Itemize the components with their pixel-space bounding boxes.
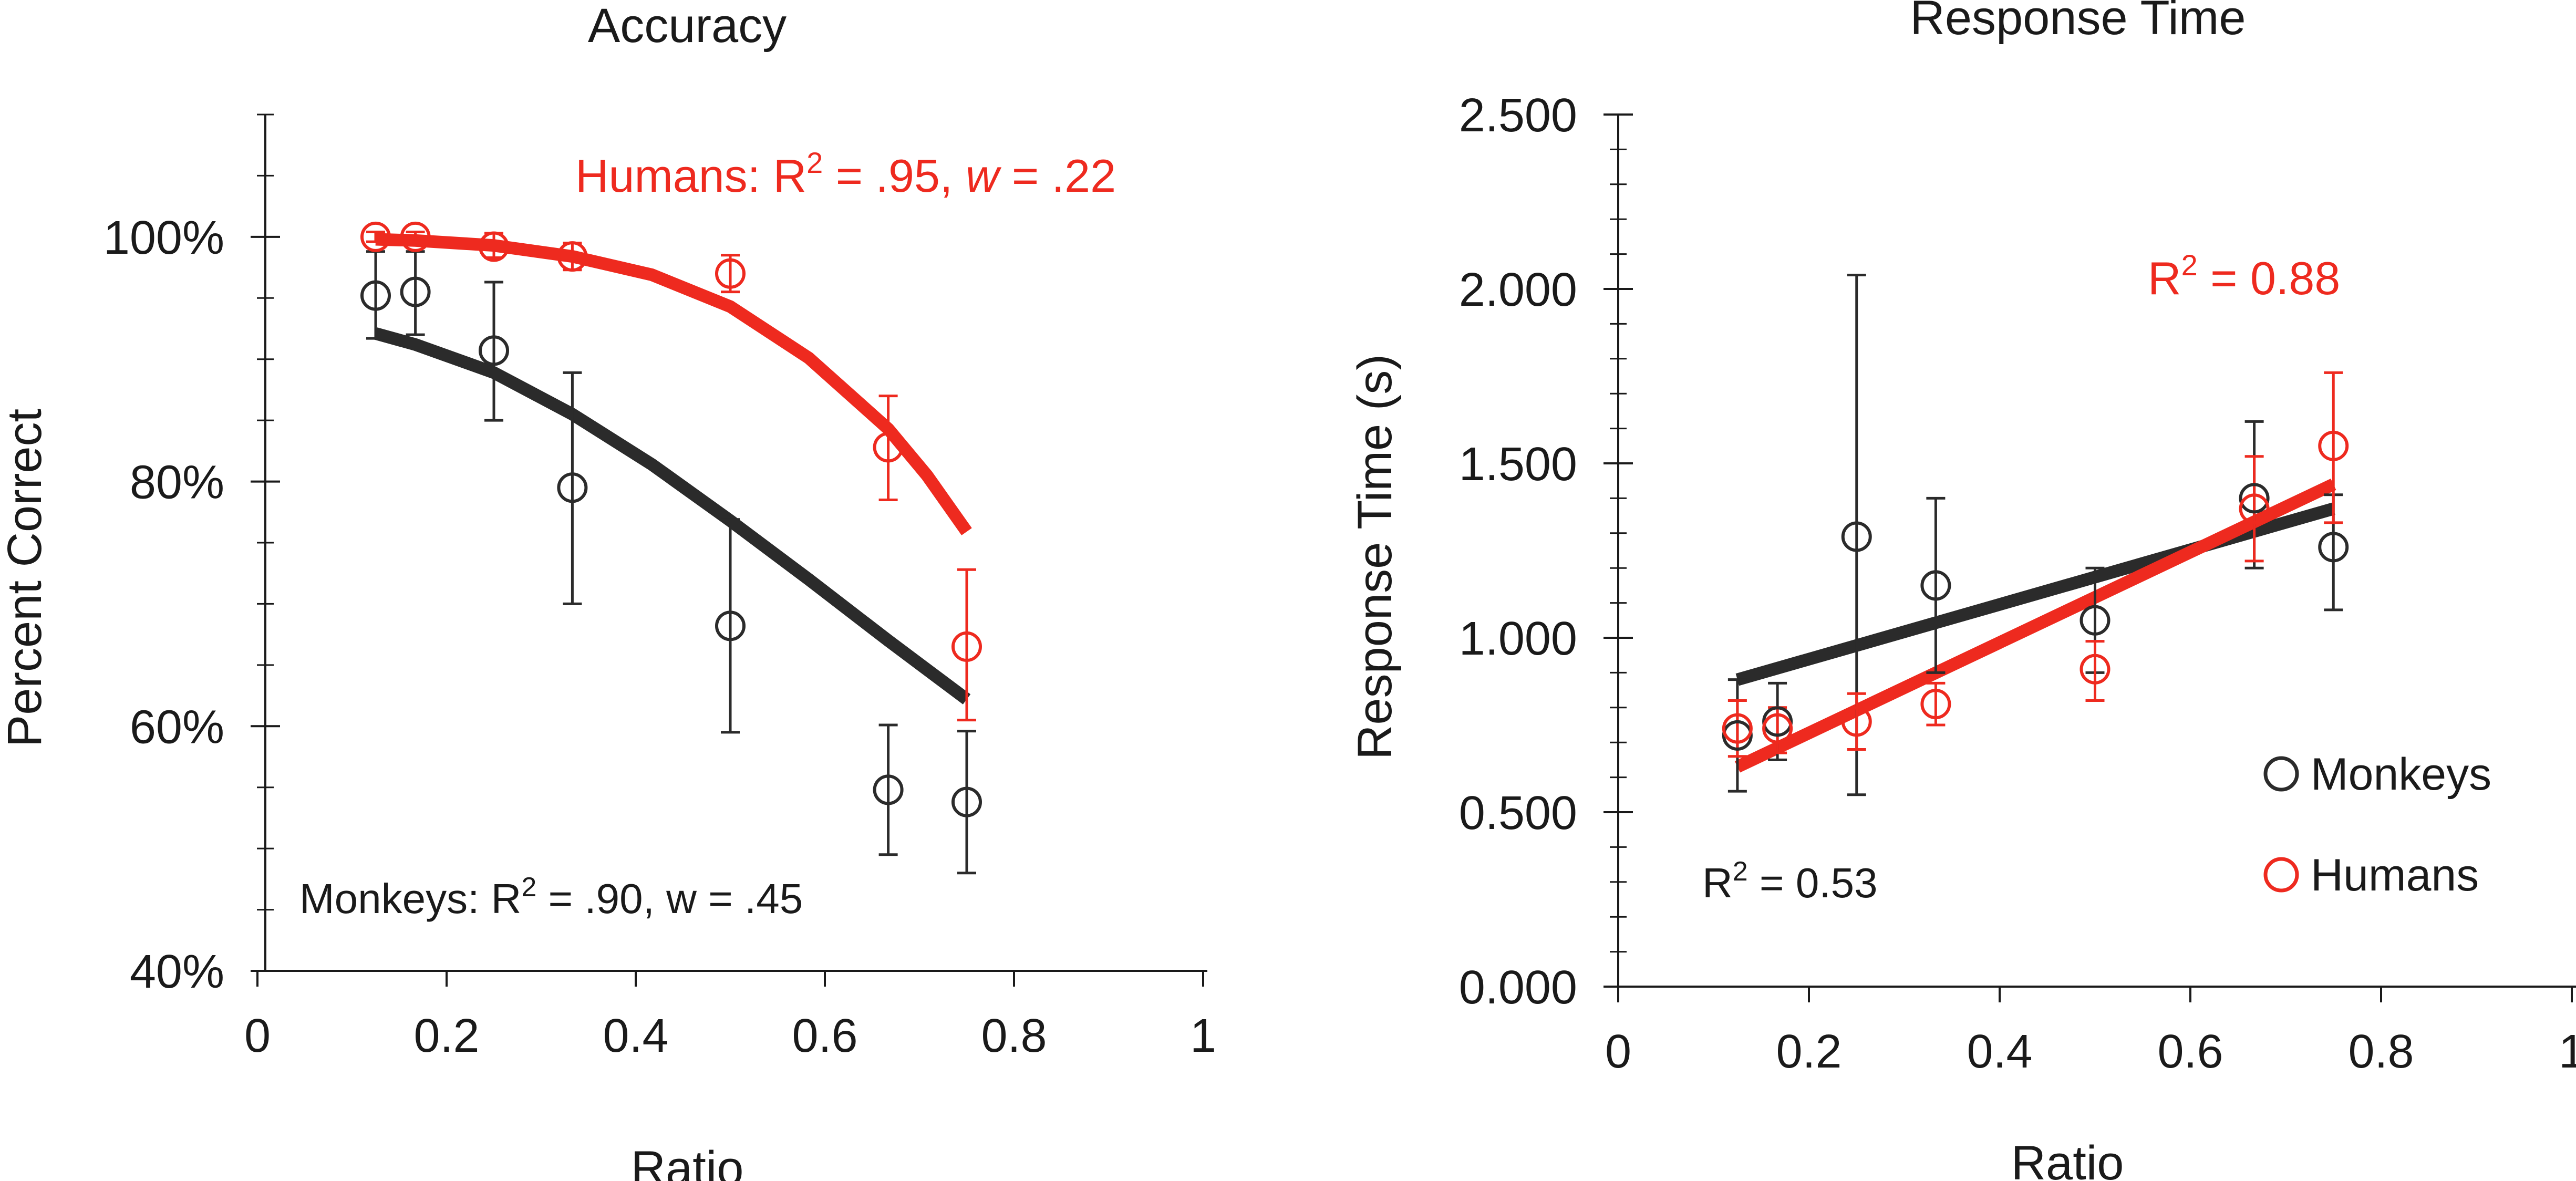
legend-monkeys-label: Monkeys <box>2311 749 2491 800</box>
humans-data-point <box>400 221 431 252</box>
accuracy-chart: Accuracy Ratio Percent Correct 40% 60% 80%… <box>0 0 1216 1181</box>
accuracy-x-axis-label: Ratio <box>631 1142 744 1181</box>
accuracy-x-tick-label: 0.6 <box>792 1010 857 1062</box>
monkeys-data-point <box>557 472 588 503</box>
rt-y-tick-label: 2.500 <box>1459 89 1577 142</box>
legend: Monkeys Humans <box>2263 749 2491 900</box>
monkeys-data-point <box>1762 706 1793 737</box>
legend-humans-marker <box>2263 857 2299 893</box>
legend-monkeys-marker <box>2263 756 2299 792</box>
humans-data-point <box>2318 430 2349 461</box>
rt-x-tick-label: 0.2 <box>1776 1025 1842 1078</box>
monkeys-data-point <box>479 335 509 366</box>
humans-fit-line <box>1734 478 2336 773</box>
monkeys-fit-line <box>1735 502 2335 686</box>
humans-r2-annotation: R2 = 0.88 <box>2148 248 2340 304</box>
monkeys-data-point <box>1841 521 1872 552</box>
rt-x-tick-label: 0 <box>1605 1025 1631 1078</box>
response-time-chart: Response Time Ratio Response Time (s) 0.… <box>1348 0 2576 1181</box>
legend-humans-label: Humans <box>2311 850 2479 900</box>
rt-x-tick-label: 0.6 <box>2157 1025 2223 1078</box>
rt-y-tick-label: 1.000 <box>1459 613 1577 665</box>
humans-data-point <box>2080 654 2111 685</box>
monkeys-fit-line <box>374 327 971 705</box>
humans-fit-annotation: Humans: R2 = .95, w = .22 <box>575 146 1116 202</box>
humans-data-point <box>2239 493 2270 524</box>
response-time-x-axis-label: Ratio <box>2011 1136 2124 1181</box>
humans-data-point <box>479 231 509 262</box>
response-time-y-axis-label: Response Time (s) <box>1348 354 1402 760</box>
rt-y-tick-label: 0.500 <box>1459 787 1577 840</box>
accuracy-x-tick-label: 0 <box>244 1010 271 1062</box>
humans-data-point <box>715 258 746 289</box>
rt-y-tick-label: 2.000 <box>1459 264 1577 316</box>
accuracy-y-tick-label: 100% <box>104 212 224 264</box>
accuracy-x-tick-label: 0.2 <box>413 1010 479 1062</box>
monkeys-data-point <box>2318 532 2349 563</box>
humans-data-point <box>360 221 391 252</box>
accuracy-x-tick-label: 0.4 <box>603 1010 668 1062</box>
rt-x-tick-label: 0.4 <box>1967 1025 2032 1078</box>
monkeys-data-point <box>1722 720 1753 751</box>
humans-data-point <box>1722 713 1753 744</box>
accuracy-y-tick-label: 40% <box>130 946 224 998</box>
monkeys-fit-annotation: Monkeys: R2 = .90, w = .45 <box>299 872 803 922</box>
accuracy-y-tick-label: 60% <box>130 701 224 753</box>
monkeys-data-point <box>951 786 982 817</box>
monkeys-r2-annotation: R2 = 0.53 <box>1702 856 1878 906</box>
accuracy-y-axis-label: Percent Correct <box>0 409 51 747</box>
accuracy-title: Accuracy <box>588 0 787 53</box>
accuracy-x-tick-label: 0.8 <box>981 1010 1047 1062</box>
accuracy-x-tick-label: 1 <box>1190 1010 1216 1062</box>
rt-x-tick-label: 1 <box>2559 1025 2576 1078</box>
monkeys-data-point <box>360 280 391 311</box>
humans-data-point <box>557 241 588 272</box>
humans-data-point <box>873 432 904 463</box>
response-time-title: Response Time <box>1910 0 2246 45</box>
monkeys-data-point <box>400 276 431 307</box>
accuracy-y-tick-label: 80% <box>130 457 224 509</box>
humans-fit-line <box>375 233 972 535</box>
monkeys-data-point <box>1920 570 1951 601</box>
humans-data-point <box>951 631 982 662</box>
monkeys-data-point <box>2239 483 2270 514</box>
humans-data-point <box>1762 713 1793 744</box>
rt-y-tick-label: 1.500 <box>1459 438 1577 491</box>
rt-x-tick-label: 0.8 <box>2348 1025 2414 1078</box>
monkeys-data-point <box>715 610 746 641</box>
monkeys-data-point <box>2080 605 2111 636</box>
rt-y-tick-label: 0.000 <box>1459 961 1577 1014</box>
humans-data-point <box>1841 706 1872 737</box>
monkeys-data-point <box>873 774 904 805</box>
humans-data-point <box>1920 689 1951 720</box>
